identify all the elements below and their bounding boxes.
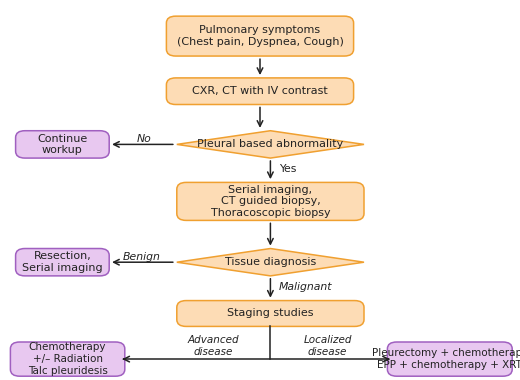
Text: Serial imaging,
CT guided biopsy,
Thoracoscopic biopsy: Serial imaging, CT guided biopsy, Thorac… xyxy=(211,185,330,218)
FancyBboxPatch shape xyxy=(16,131,109,158)
Text: Pleural based abnormality: Pleural based abnormality xyxy=(197,139,344,149)
Text: CXR, CT with IV contrast: CXR, CT with IV contrast xyxy=(192,86,328,96)
Text: Continue
workup: Continue workup xyxy=(37,134,87,155)
Polygon shape xyxy=(177,131,364,158)
Text: Resection,
Serial imaging: Resection, Serial imaging xyxy=(22,252,103,273)
FancyBboxPatch shape xyxy=(10,342,125,376)
Text: Tissue diagnosis: Tissue diagnosis xyxy=(225,257,316,267)
Text: Staging studies: Staging studies xyxy=(227,309,314,318)
Text: Malignant: Malignant xyxy=(279,282,332,292)
Text: No: No xyxy=(137,135,152,144)
FancyBboxPatch shape xyxy=(166,78,354,104)
Text: Localized
disease: Localized disease xyxy=(303,335,352,356)
FancyBboxPatch shape xyxy=(166,16,354,56)
FancyBboxPatch shape xyxy=(16,249,109,276)
Text: Benign: Benign xyxy=(123,252,160,262)
Text: Pleurectomy + chemotherapy
EPP + chemotherapy + XRT: Pleurectomy + chemotherapy EPP + chemoth… xyxy=(372,348,520,370)
Text: Yes: Yes xyxy=(279,164,296,174)
Text: Advanced
disease: Advanced disease xyxy=(187,335,239,356)
FancyBboxPatch shape xyxy=(177,182,364,220)
Text: Chemotherapy
+/– Radiation
Talc pleuridesis: Chemotherapy +/– Radiation Talc pleuride… xyxy=(28,342,108,376)
Text: Pulmonary symptoms
(Chest pain, Dyspnea, Cough): Pulmonary symptoms (Chest pain, Dyspnea,… xyxy=(177,25,343,47)
FancyBboxPatch shape xyxy=(177,301,364,326)
FancyBboxPatch shape xyxy=(387,342,512,376)
Polygon shape xyxy=(177,249,364,276)
